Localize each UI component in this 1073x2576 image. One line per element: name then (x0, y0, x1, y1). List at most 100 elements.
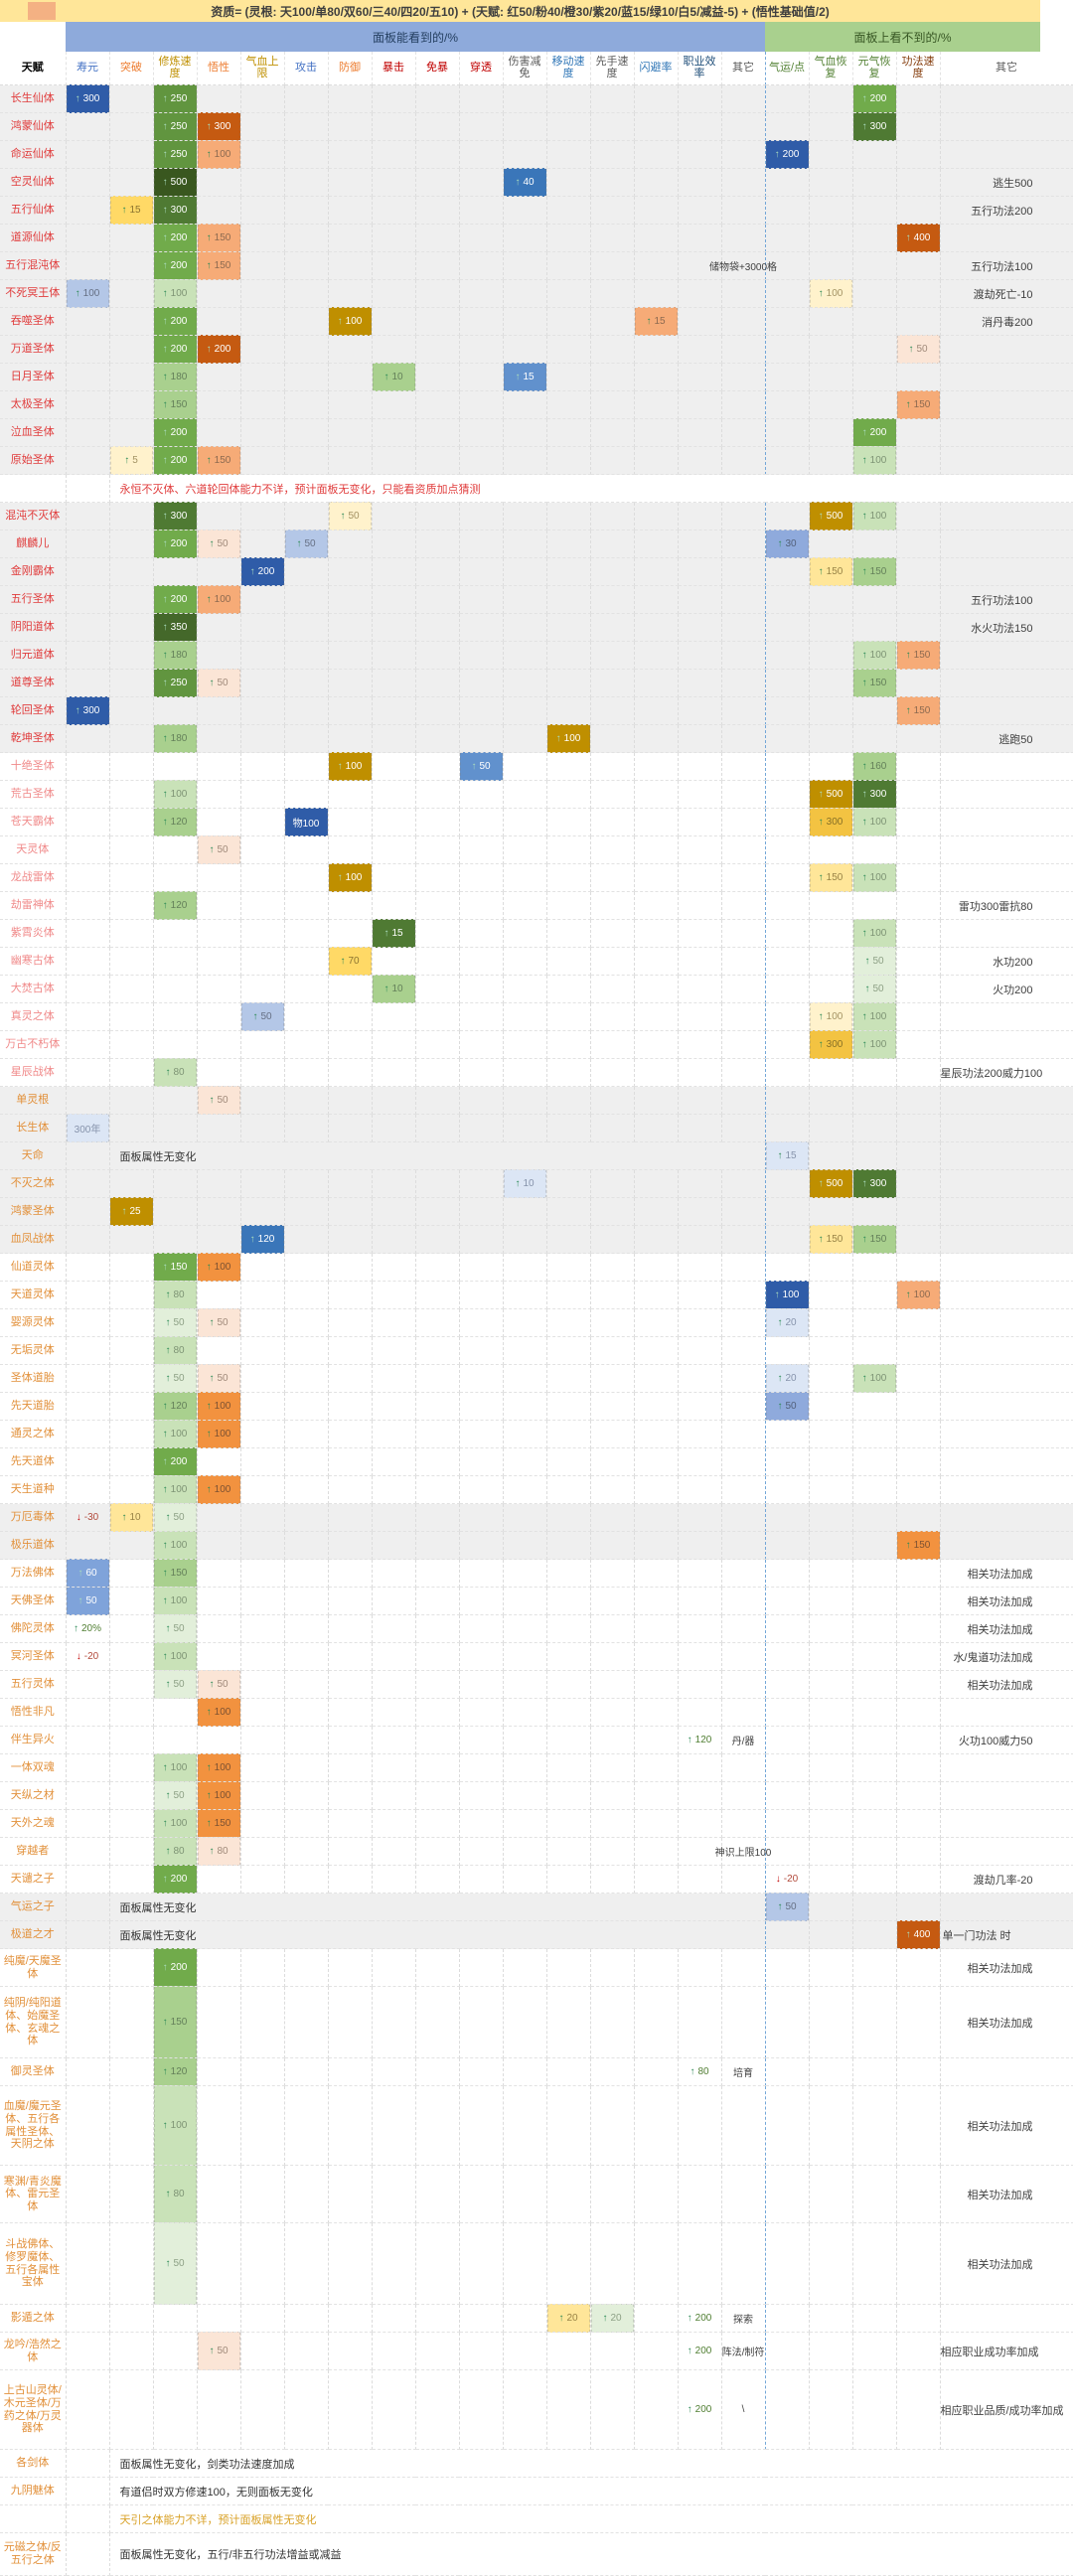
cell-qita2[interactable] (940, 641, 1073, 670)
cell-tupo[interactable] (109, 2165, 154, 2223)
cell-qixuehf[interactable] (809, 1420, 853, 1448)
cell-qixuehf[interactable] (809, 1587, 853, 1615)
cell-shouyuan[interactable] (66, 1253, 110, 1282)
cell-qita2[interactable] (940, 2304, 1073, 2333)
cell-xianshou[interactable] (590, 696, 635, 725)
cell-yuanqihf[interactable] (852, 2057, 897, 2086)
cell-qixuehf[interactable] (809, 1531, 853, 1560)
cell-yuanqihf[interactable] (852, 279, 897, 308)
cell-shouyuan[interactable]: 300年 (66, 1114, 110, 1142)
cell-chuantou[interactable] (459, 1503, 504, 1532)
cell-xiulian[interactable] (153, 863, 198, 892)
cell-xianshou[interactable] (590, 1809, 635, 1838)
cell-mianbao[interactable] (415, 224, 460, 252)
cell-tupo[interactable] (109, 1364, 154, 1393)
cell-chuantou[interactable] (459, 919, 504, 948)
cell-qiyun[interactable] (765, 835, 810, 864)
cell-xianshou[interactable] (590, 112, 635, 141)
cell-fangyu[interactable]: ↑ 100 (328, 863, 373, 892)
cell-gongfa[interactable]: ↑ 150 (896, 1531, 941, 1560)
cell-shanghai[interactable] (503, 307, 547, 336)
cell-chuantou[interactable] (459, 1058, 504, 1087)
cell-gongji[interactable] (284, 1225, 329, 1254)
talent-name-cell[interactable]: 先天道胎 (0, 1392, 67, 1421)
cell-chuantou[interactable] (459, 613, 504, 642)
talent-name-cell[interactable]: 血魔/魔元圣体、五行各属性圣体、天阴之体 (0, 2085, 67, 2166)
cell-fangyu[interactable] (328, 112, 373, 141)
cell-gongji[interactable] (284, 279, 329, 308)
cell-chuantou[interactable] (459, 1531, 504, 1560)
cell-tupo[interactable] (109, 224, 154, 252)
cell-xiulian[interactable]: ↑ 80 (153, 2165, 198, 2223)
cell-xiulian[interactable] (153, 1030, 198, 1059)
cell-xianshou[interactable] (590, 307, 635, 336)
cell-chuantou[interactable] (459, 1253, 504, 1282)
cell-mianbao[interactable] (415, 1809, 460, 1838)
cell-fangyu[interactable] (328, 251, 373, 280)
cell-qita2[interactable] (940, 780, 1073, 809)
cell-baoji[interactable] (372, 2057, 416, 2086)
cell-xiulian[interactable] (153, 2332, 198, 2370)
cell-shanghai[interactable] (503, 2332, 547, 2370)
talent-name-cell[interactable]: 天道灵体 (0, 1281, 67, 1309)
cell-qixuehf[interactable] (809, 84, 853, 113)
cell-yidong[interactable] (546, 947, 591, 976)
cell-xiulian[interactable]: ↑ 200 (153, 585, 198, 614)
cell-shouyuan[interactable] (66, 251, 110, 280)
cell-xiulian[interactable] (153, 1086, 198, 1115)
cell-fangyu[interactable] (328, 669, 373, 697)
cell-shouyuan[interactable] (66, 557, 110, 586)
cell-gongji[interactable] (284, 112, 329, 141)
cell-wuxing[interactable] (197, 808, 241, 836)
cell-shanghai[interactable] (503, 140, 547, 169)
cell-qita2[interactable] (940, 696, 1073, 725)
cell-baoji[interactable] (372, 1809, 416, 1838)
cell-shouyuan[interactable] (66, 1141, 110, 1170)
cell-zhiye[interactable] (678, 1698, 722, 1727)
cell-mianbao[interactable] (415, 168, 460, 197)
cell-gongfa[interactable] (896, 1447, 941, 1476)
cell-qixuehf[interactable] (809, 1308, 853, 1337)
cell-qita1[interactable] (721, 1364, 766, 1393)
cell-gongji[interactable] (284, 390, 329, 419)
cell-fangyu[interactable] (328, 279, 373, 308)
cell-qixuehf[interactable] (809, 947, 853, 976)
cell-gongfa[interactable] (896, 2057, 941, 2086)
cell-yidong[interactable] (546, 1781, 591, 1810)
cell-shanghai[interactable] (503, 1114, 547, 1142)
cell-qiyun[interactable] (765, 2165, 810, 2223)
cell-shanbi[interactable] (634, 863, 679, 892)
cell-yidong[interactable] (546, 613, 591, 642)
cell-chuantou[interactable] (459, 251, 504, 280)
cell-wuxing[interactable] (197, 1002, 241, 1031)
cell-shouyuan[interactable] (66, 196, 110, 225)
cell-xiulian[interactable]: ↑ 120 (153, 891, 198, 920)
cell-shanghai[interactable] (503, 112, 547, 141)
cell-qixuehf[interactable] (809, 724, 853, 753)
cell-fangyu[interactable] (328, 1114, 373, 1142)
cell-baoji[interactable] (372, 1030, 416, 1059)
cell-xianshou[interactable] (590, 363, 635, 391)
talent-name-cell[interactable]: 单灵根 (0, 1086, 67, 1115)
talent-name-cell[interactable]: 仙道灵体 (0, 1253, 67, 1282)
cell-yidong[interactable] (546, 530, 591, 558)
cell-shouyuan[interactable] (66, 1169, 110, 1198)
cell-qita1[interactable] (721, 919, 766, 948)
cell-shouyuan[interactable] (66, 2504, 110, 2533)
cell-fangyu[interactable] (328, 1058, 373, 1087)
cell-qita2[interactable] (940, 2057, 1073, 2086)
cell-fangyu[interactable] (328, 1865, 373, 1894)
cell-fangyu[interactable] (328, 1587, 373, 1615)
cell-yuanqihf[interactable] (852, 1614, 897, 1643)
cell-qiyun[interactable] (765, 196, 810, 225)
cell-yidong[interactable] (546, 1559, 591, 1588)
cell-shanghai[interactable] (503, 1503, 547, 1532)
cell-qita2[interactable]: 相关功法加成 (940, 2085, 1073, 2166)
cell-yidong[interactable] (546, 1392, 591, 1421)
talent-name-cell[interactable]: 荒古圣体 (0, 780, 67, 809)
cell-zhiye[interactable] (678, 335, 722, 364)
cell-wuxing[interactable] (197, 307, 241, 336)
cell-yuanqihf[interactable] (852, 724, 897, 753)
cell-qixue[interactable] (240, 112, 285, 141)
cell-yidong[interactable] (546, 2332, 591, 2370)
